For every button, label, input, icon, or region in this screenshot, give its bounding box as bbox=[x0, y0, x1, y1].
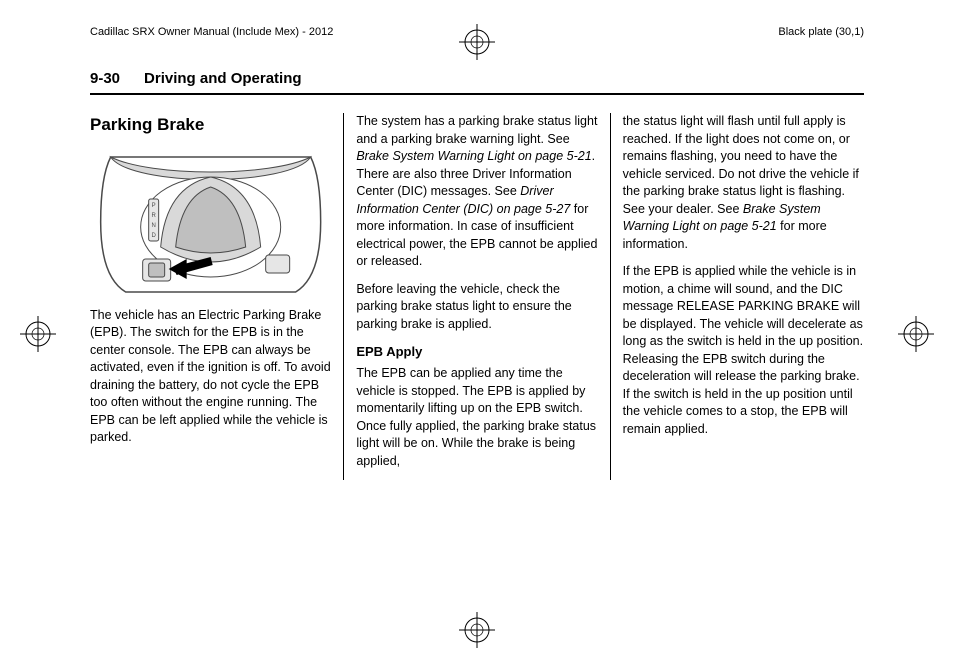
registration-mark-left bbox=[18, 314, 58, 354]
col2-para3: The EPB can be applied any time the vehi… bbox=[356, 365, 597, 470]
registration-mark-right bbox=[896, 314, 936, 354]
column-1: Parking Brake P R N D bbox=[90, 113, 344, 480]
column-2: The system has a parking brake status li… bbox=[344, 113, 610, 480]
col3-para2: If the EPB is applied while the vehicle … bbox=[623, 263, 864, 438]
text-columns: Parking Brake P R N D bbox=[90, 113, 864, 480]
parking-brake-figure: P R N D bbox=[90, 147, 331, 297]
cross-ref: Brake System Warning Light on page 5-21 bbox=[356, 149, 591, 163]
col3-para1: the status light will flash until full a… bbox=[623, 113, 864, 253]
svg-text:D: D bbox=[151, 233, 156, 239]
chapter-title: Driving and Operating bbox=[144, 70, 302, 87]
col2-para2: Before leaving the vehicle, check the pa… bbox=[356, 281, 597, 334]
svg-text:R: R bbox=[151, 213, 156, 219]
plate-info: Black plate (30,1) bbox=[778, 26, 864, 38]
column-3: the status light will flash until full a… bbox=[611, 113, 864, 480]
col2-para1: The system has a parking brake status li… bbox=[356, 113, 597, 271]
print-header: Cadillac SRX Owner Manual (Include Mex) … bbox=[0, 20, 954, 44]
page-content: 9-30 Driving and Operating Parking Brake bbox=[90, 70, 864, 608]
doc-title: Cadillac SRX Owner Manual (Include Mex) … bbox=[90, 26, 333, 38]
subsection-title: EPB Apply bbox=[356, 343, 597, 361]
page-header: 9-30 Driving and Operating bbox=[90, 70, 864, 95]
section-title: Parking Brake bbox=[90, 113, 331, 137]
col1-para1: The vehicle has an Electric Parking Brak… bbox=[90, 307, 331, 447]
page-number: 9-30 bbox=[90, 70, 120, 87]
registration-mark-bottom bbox=[457, 610, 497, 650]
svg-text:N: N bbox=[151, 223, 155, 229]
svg-text:P: P bbox=[152, 203, 156, 209]
